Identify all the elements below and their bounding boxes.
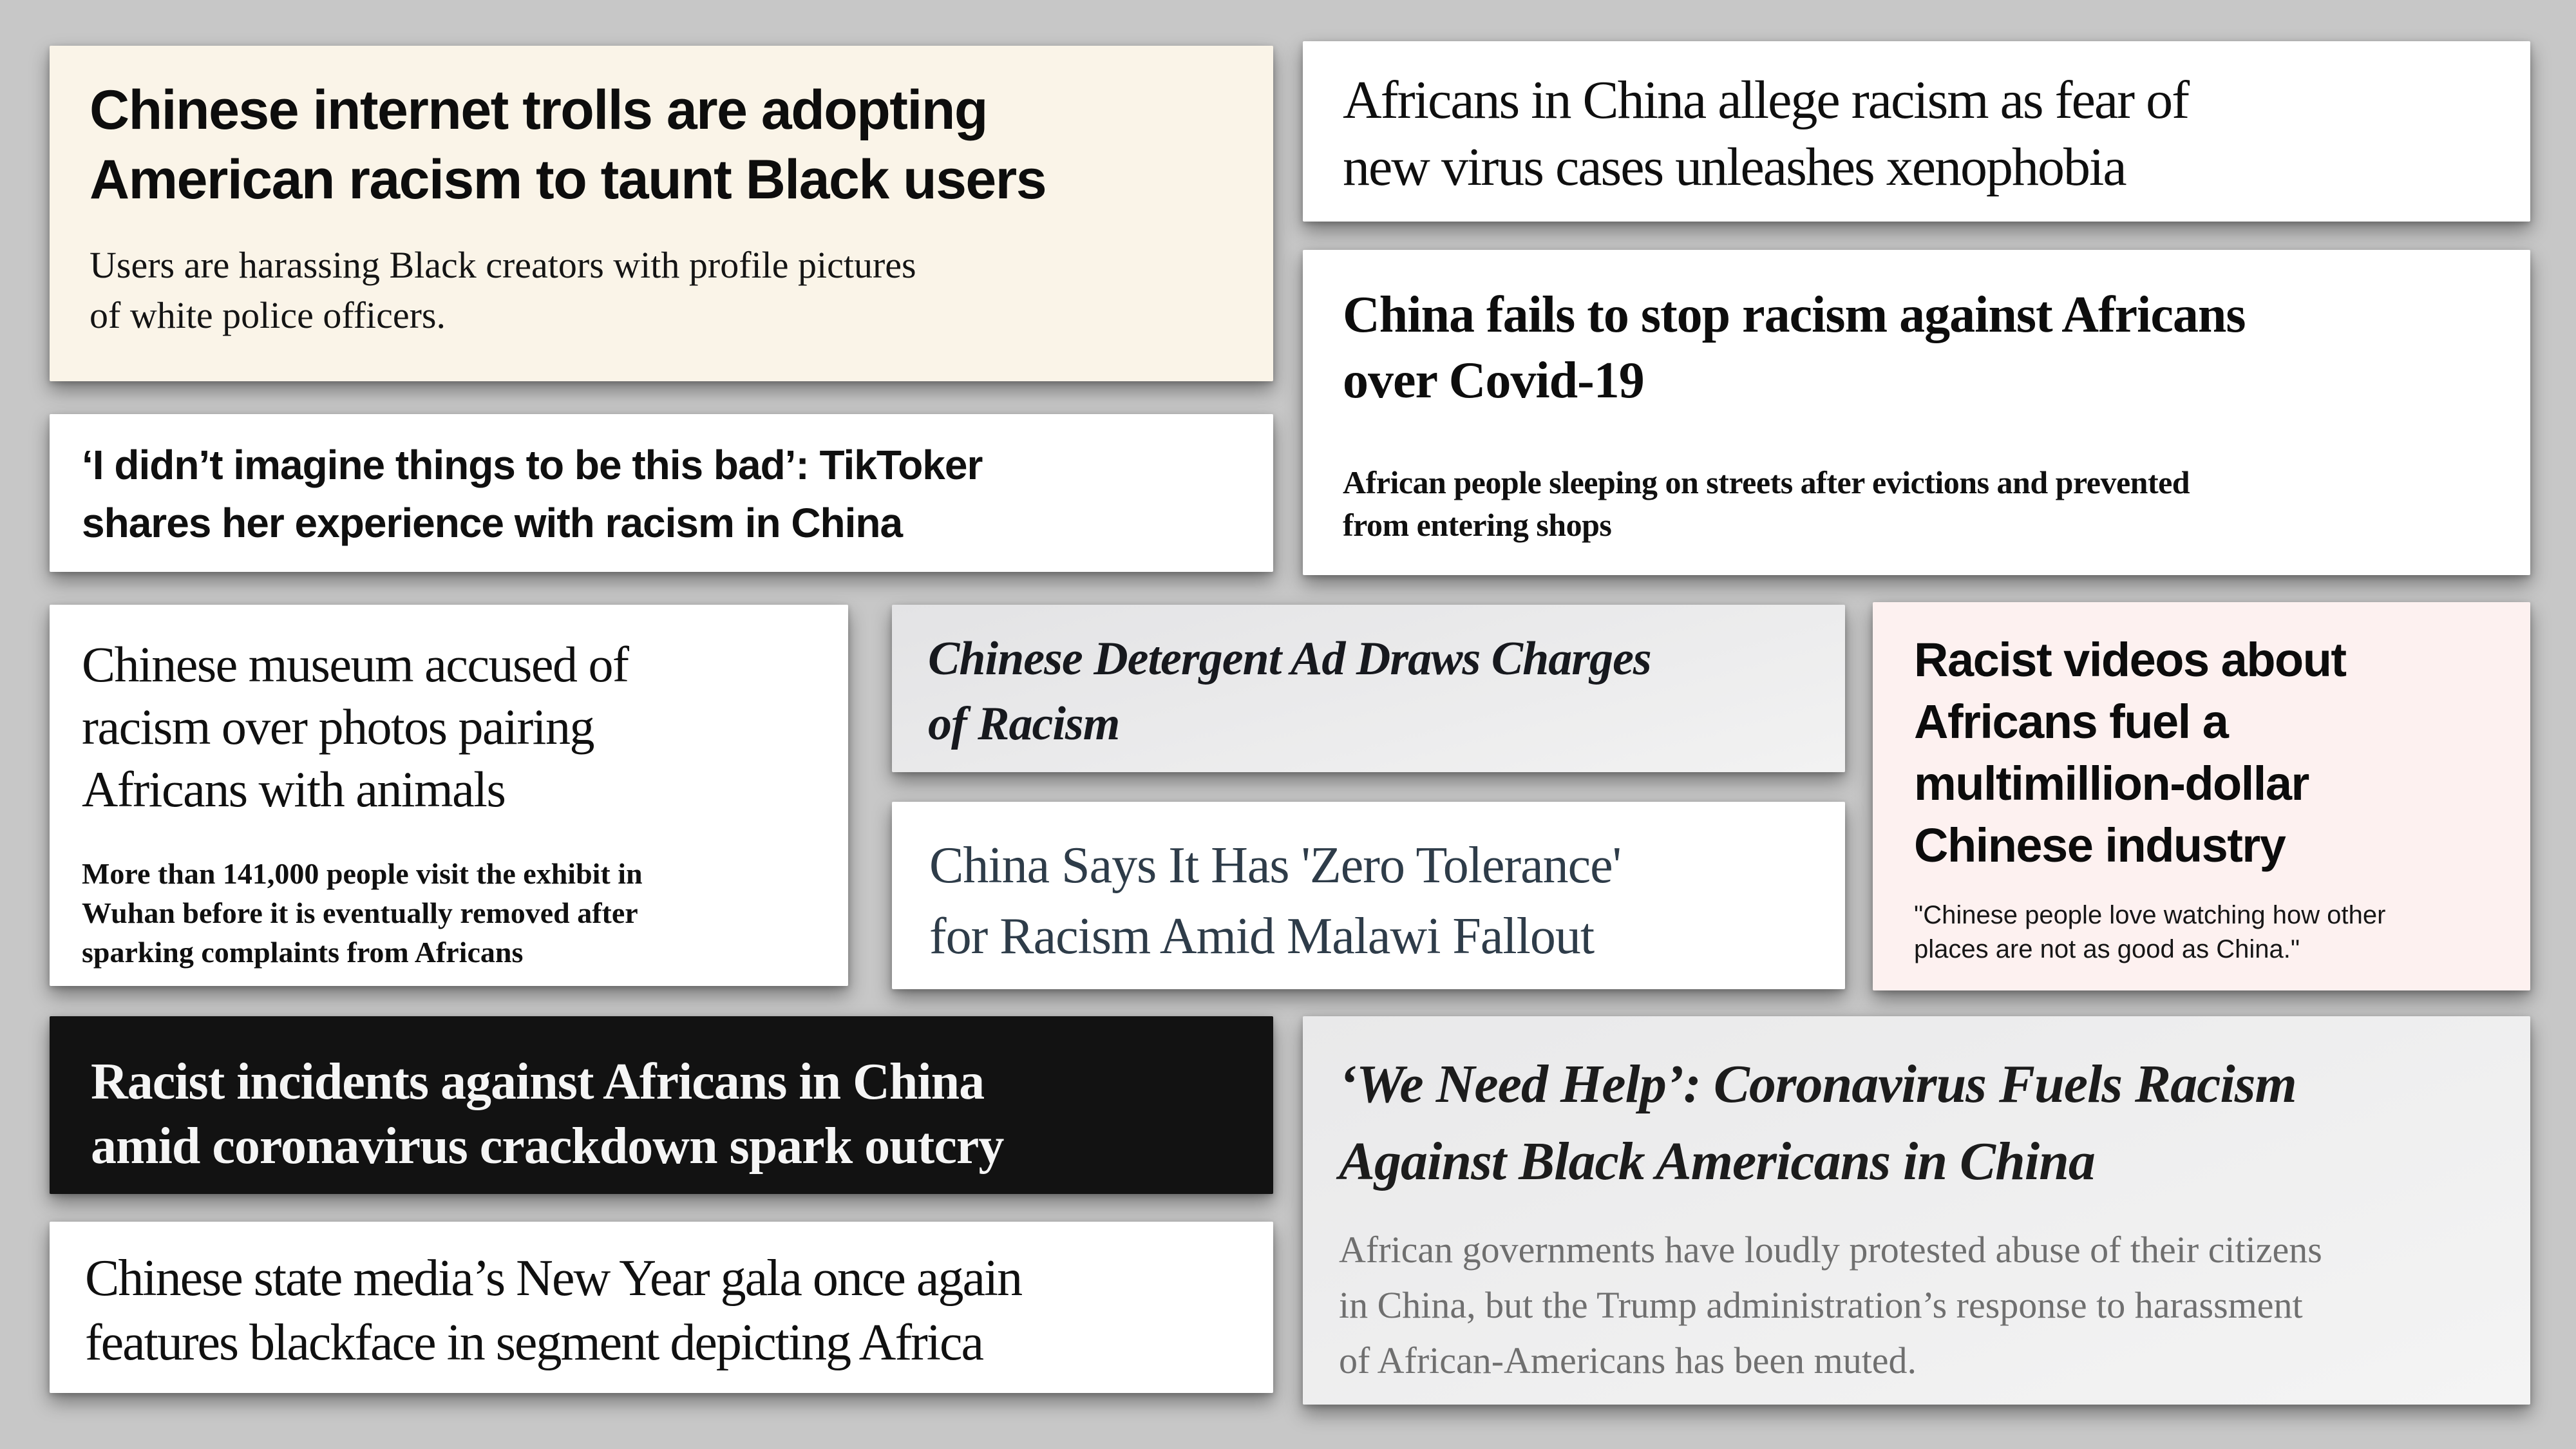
headline-card-racist-videos-industry: Racist videos about Africans fuel a mult… bbox=[1873, 602, 2530, 990]
headline-card-we-need-help: ‘We Need Help’: Coronavirus Fuels Racism… bbox=[1303, 1016, 2530, 1405]
headline-card-zero-tolerance: China Says It Has 'Zero Tolerance' for R… bbox=[892, 802, 1845, 989]
headline-text: Africans in China allege racism as fear … bbox=[1343, 70, 2190, 197]
headline-text: Chinese state media’s New Year gala once… bbox=[85, 1250, 1023, 1371]
subheadline-text: More than 141,000 people visit the exhib… bbox=[82, 857, 643, 969]
subheadline-text: African people sleeping on streets after… bbox=[1343, 464, 2190, 543]
headline-card-africans-allege-racism: Africans in China allege racism as fear … bbox=[1303, 41, 2530, 222]
headline-text: Racist videos about Africans fuel a mult… bbox=[1914, 633, 2347, 872]
headline-text: ‘I didn’t imagine things to be this bad’… bbox=[82, 442, 983, 546]
headline-card-detergent-ad: Chinese Detergent Ad Draws Charges of Ra… bbox=[892, 605, 1845, 772]
headline-text: Chinese museum accused of racism over ph… bbox=[82, 636, 629, 817]
headline-card-museum-photos: Chinese museum accused of racism over ph… bbox=[50, 605, 848, 986]
headline-text: Chinese Detergent Ad Draws Charges of Ra… bbox=[928, 632, 1652, 750]
headline-text: China fails to stop racism against Afric… bbox=[1343, 287, 2246, 409]
headline-text: Chinese internet trolls are adopting Ame… bbox=[90, 79, 1047, 211]
subheadline-text: African governments have loudly proteste… bbox=[1339, 1229, 2322, 1381]
subheadline-quote-text: "Chinese people love watching how other … bbox=[1914, 901, 2386, 963]
headline-card-tiktoker: ‘I didn’t imagine things to be this bad’… bbox=[50, 414, 1273, 572]
headline-card-gala-blackface: Chinese state media’s New Year gala once… bbox=[50, 1222, 1273, 1393]
headline-card-internet-trolls: Chinese internet trolls are adopting Ame… bbox=[50, 46, 1273, 381]
subheadline-text: Users are harassing Black creators with … bbox=[90, 244, 916, 336]
headline-card-incidents-outcry: Racist incidents against Africans in Chi… bbox=[50, 1016, 1273, 1194]
headline-card-china-fails-covid: China fails to stop racism against Afric… bbox=[1303, 250, 2530, 575]
headline-text: Racist incidents against Africans in Chi… bbox=[91, 1054, 1004, 1175]
headline-text: China Says It Has 'Zero Tolerance' for R… bbox=[929, 837, 1622, 965]
headline-text: ‘We Need Help’: Coronavirus Fuels Racism… bbox=[1339, 1054, 2297, 1191]
